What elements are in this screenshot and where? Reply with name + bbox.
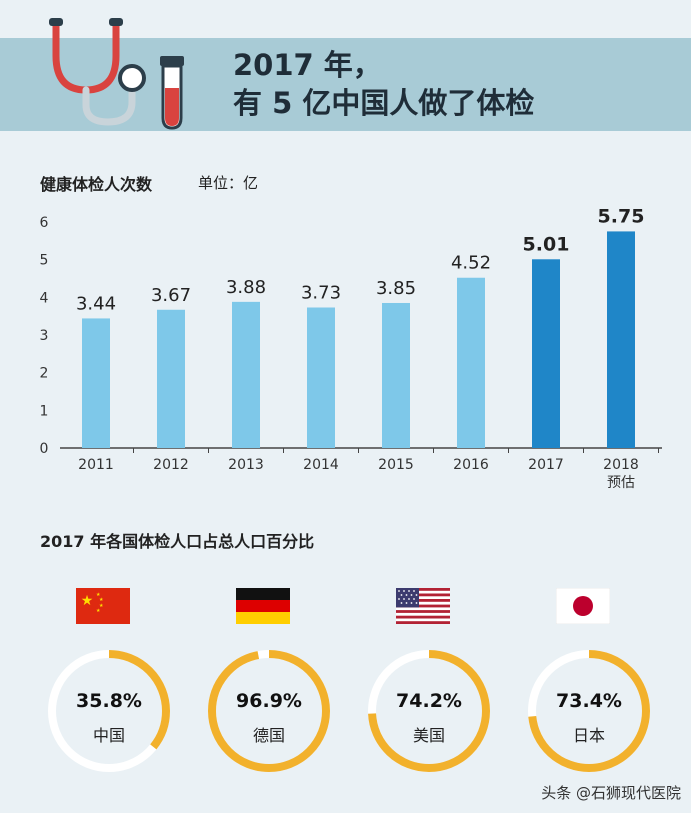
stethoscope-icon — [49, 18, 146, 126]
country-name-china: 中国 — [92, 726, 125, 745]
bar-2013 — [232, 301, 260, 448]
x-tick-label-2018: 2018 — [603, 457, 639, 473]
blood-test-tube-icon — [160, 56, 184, 130]
data-label-2014: 3.73 — [301, 283, 341, 304]
page-title: 2017 年， 有 5 亿中国人做了体检 — [233, 46, 534, 122]
percent-label-japan: 73.4% — [556, 690, 622, 712]
ring-progress-arc — [48, 650, 170, 772]
percent-label-usa: 74.2% — [396, 690, 462, 712]
chart-title: 健康体检人次数 — [40, 175, 153, 194]
ring-progress-arc — [528, 650, 650, 772]
y-tick-label: 6 — [40, 215, 49, 231]
y-tick-label: 1 — [40, 403, 49, 419]
data-label-2012: 3.67 — [151, 285, 191, 306]
svg-text:★: ★ — [96, 608, 101, 614]
japan-flag-icon — [556, 588, 610, 624]
china-flag-icon: ★ ★ ★ ★ ★ — [76, 588, 130, 624]
svg-text:★: ★ — [81, 593, 94, 609]
watermark-text: 头条 @石狮现代医院 — [541, 784, 681, 802]
x-tick-label-2016: 2016 — [453, 457, 489, 473]
title-line-2: 有 5 亿中国人做了体检 — [233, 86, 535, 120]
x-tick-label-2015: 2015 — [378, 457, 414, 473]
percent-label-germany: 96.9% — [236, 690, 302, 712]
x-tick-label-2014: 2014 — [303, 457, 339, 473]
percent-ring-usa — [368, 650, 490, 772]
countries-title: 2017 年各国体检人口占总人口百分比 — [40, 532, 315, 551]
chart-unit: 单位：亿 — [198, 174, 259, 192]
x-tick-label-2017: 2017 — [528, 457, 564, 473]
bar-2014 — [307, 307, 335, 448]
x-tick-label-2013: 2013 — [228, 457, 264, 473]
y-tick-label: 5 — [40, 253, 49, 269]
data-label-2015: 3.85 — [376, 278, 416, 299]
title-line-1: 2017 年， — [233, 48, 382, 82]
bar-2015 — [382, 302, 410, 448]
germany-flag-icon — [236, 588, 290, 624]
country-name-japan: 日本 — [572, 726, 605, 745]
bar-2011 — [82, 318, 110, 448]
bar-2012 — [157, 309, 185, 448]
y-tick-label: 0 — [40, 441, 49, 457]
data-label-2016: 4.52 — [451, 253, 491, 274]
data-label-2013: 3.88 — [226, 277, 266, 298]
svg-text:★: ★ — [96, 592, 101, 598]
bar-2018 — [607, 231, 635, 448]
bar-2017 — [532, 259, 560, 448]
svg-text:★: ★ — [99, 603, 104, 609]
y-tick-label: 2 — [40, 366, 49, 382]
ring-progress-arc — [208, 650, 330, 772]
percent-ring-japan — [528, 650, 650, 772]
percent-ring-china — [48, 650, 170, 772]
data-label-2017: 5.01 — [523, 233, 570, 255]
percent-ring-germany — [208, 650, 330, 772]
country-name-usa: 美国 — [412, 726, 445, 745]
data-label-2018: 5.75 — [598, 205, 645, 227]
percent-label-china: 35.8% — [76, 690, 142, 712]
country-name-germany: 德国 — [252, 726, 285, 745]
y-tick-label: 4 — [40, 290, 49, 306]
bar-chart: 0 1 2 3 4 5 6 3.44 2011 3.67 2012 3.88 2013 3.73 2014 3… — [40, 205, 662, 491]
ring-progress-arc — [368, 650, 490, 772]
bar-2016 — [457, 277, 485, 448]
x-tick-sublabel-2018: 预估 — [607, 475, 635, 491]
usa-flag-icon — [396, 588, 450, 624]
svg-text:★: ★ — [99, 597, 104, 603]
data-label-2011: 3.44 — [76, 293, 116, 314]
y-tick-label: 3 — [40, 328, 49, 344]
x-tick-label-2012: 2012 — [153, 457, 189, 473]
x-tick-label-2011: 2011 — [78, 457, 114, 473]
